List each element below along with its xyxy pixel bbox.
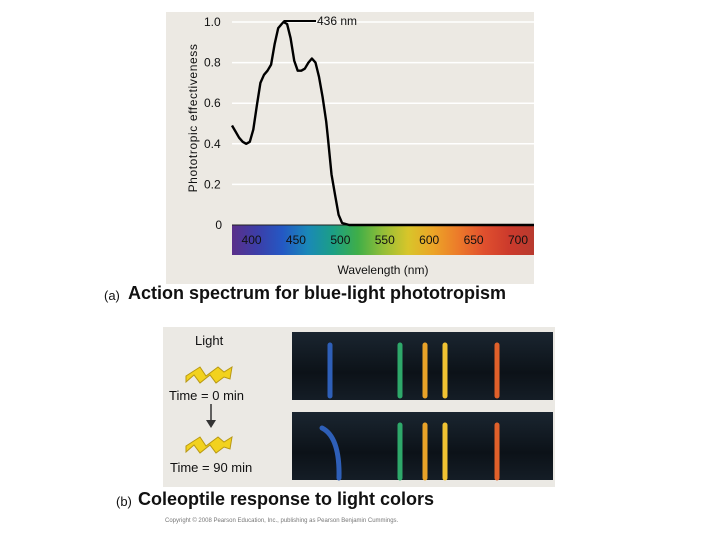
caption-a-text: Action spectrum for blue-light phototrop… bbox=[128, 283, 506, 303]
y-tick-label: 1.0 bbox=[204, 15, 221, 29]
y-axis-title: Phototropic effectiveness bbox=[186, 44, 200, 193]
visible-spectrum-bar bbox=[232, 225, 534, 255]
y-tick-label: 0.4 bbox=[204, 137, 221, 151]
x-tick-label: 550 bbox=[375, 233, 395, 247]
annotation-label: 436 nm bbox=[317, 14, 357, 28]
light-arrow-icon bbox=[185, 365, 233, 384]
spectrum-gradient bbox=[232, 225, 534, 255]
chart-tick-labels: 0 0.2 0.4 0.6 0.8 1.0 400 450 500 550 600 650 700 bbox=[204, 15, 528, 247]
y-tick-label: 0.8 bbox=[204, 56, 221, 70]
caption-b-text: Coleoptile response to light colors bbox=[138, 489, 435, 509]
light-arrow-icon bbox=[185, 435, 233, 454]
y-tick-label: 0.6 bbox=[204, 96, 221, 110]
y-tick-label: 0.2 bbox=[204, 177, 221, 191]
coleoptiles bbox=[319, 342, 500, 481]
coleoptile bbox=[319, 425, 342, 481]
caption-a-letter: (a) bbox=[104, 288, 120, 303]
light-arrows bbox=[185, 365, 233, 454]
x-tick-label: 400 bbox=[242, 233, 262, 247]
chart-annotation: 436 nm bbox=[283, 14, 357, 28]
light-label: Light bbox=[195, 333, 224, 348]
x-tick-label: 450 bbox=[286, 233, 306, 247]
x-tick-label: 600 bbox=[419, 233, 439, 247]
time-arrow-head-icon bbox=[206, 420, 216, 428]
y-tick-label: 0 bbox=[215, 218, 222, 232]
chart-gridlines bbox=[232, 21, 534, 226]
chart-series bbox=[230, 20, 534, 227]
time-90-label: Time = 90 min bbox=[170, 460, 253, 475]
action-spectrum-line bbox=[230, 20, 534, 227]
caption-b-letter: (b) bbox=[116, 494, 132, 509]
x-tick-label: 700 bbox=[508, 233, 528, 247]
x-tick-label: 650 bbox=[464, 233, 484, 247]
x-axis-title: Wavelength (nm) bbox=[338, 263, 429, 277]
x-tick-label: 500 bbox=[330, 233, 350, 247]
time-0-label: Time = 0 min bbox=[169, 388, 245, 403]
copyright-notice: Copyright © 2008 Pearson Education, Inc.… bbox=[165, 518, 399, 524]
